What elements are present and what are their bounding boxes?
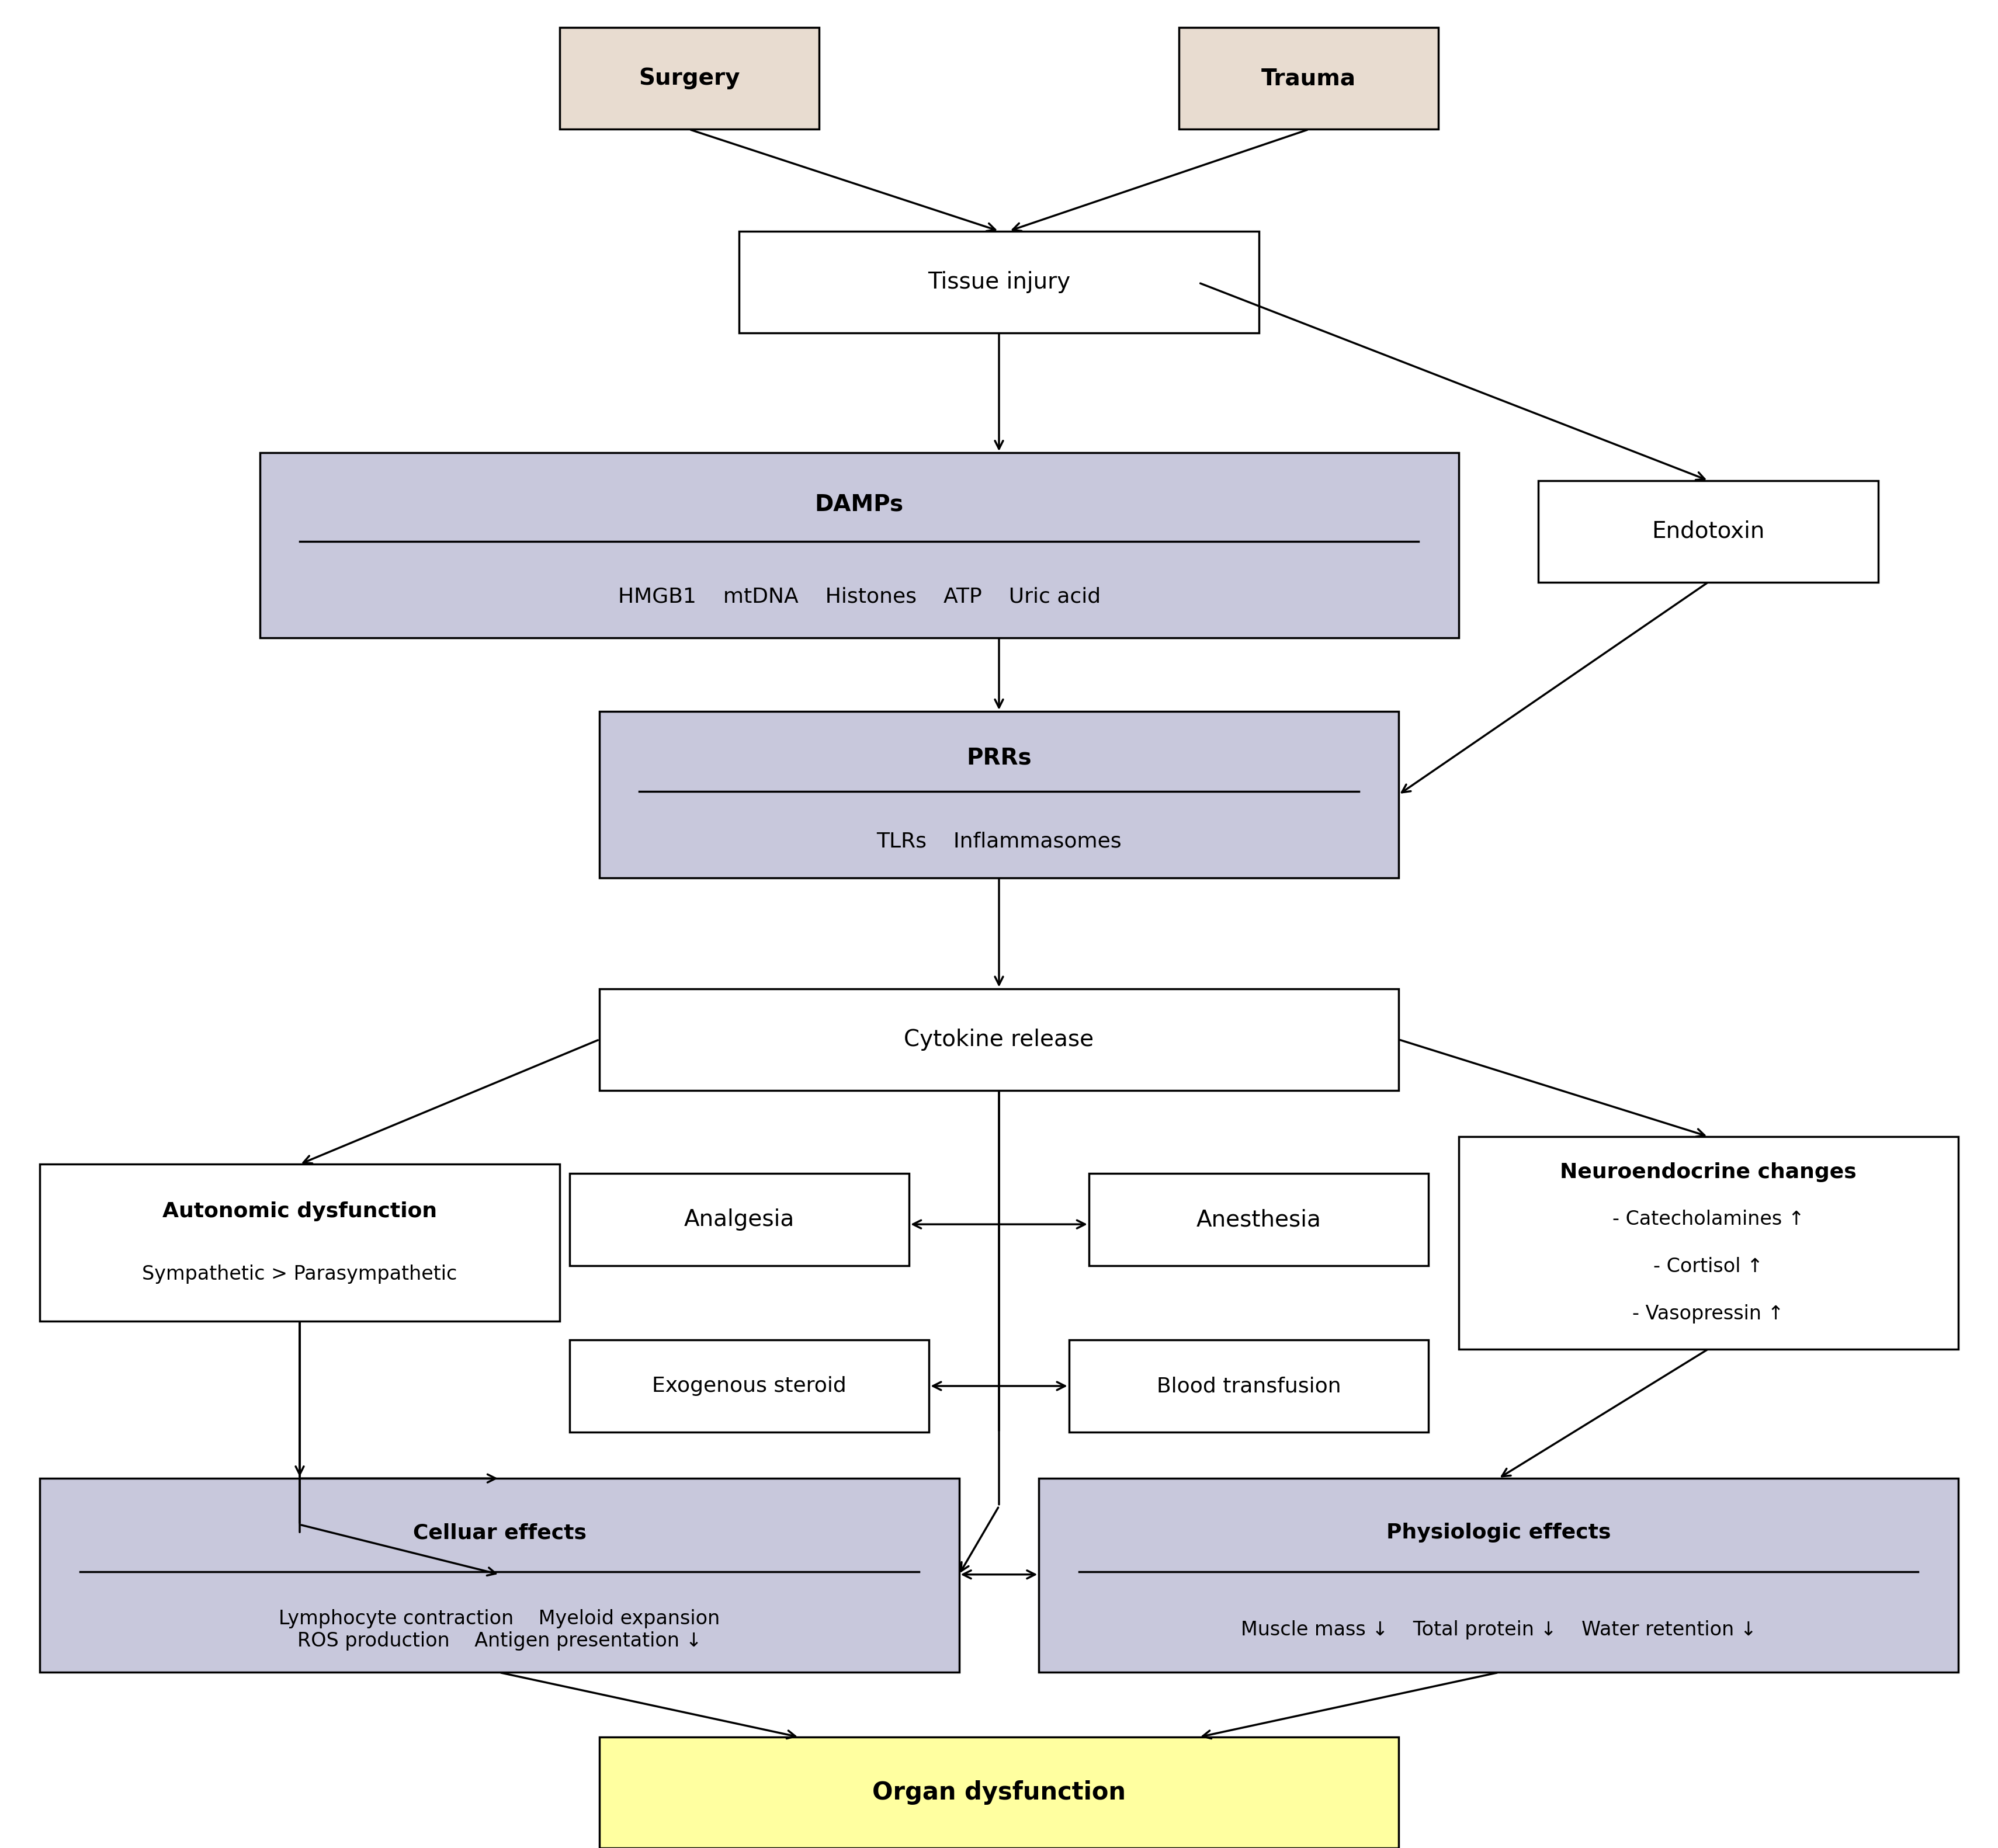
Text: Neuroendocrine changes: Neuroendocrine changes (1560, 1162, 1856, 1183)
FancyBboxPatch shape (599, 989, 1399, 1090)
FancyBboxPatch shape (569, 1340, 929, 1432)
FancyBboxPatch shape (40, 1164, 559, 1321)
FancyBboxPatch shape (569, 1173, 909, 1266)
Text: PRRs: PRRs (967, 747, 1031, 769)
FancyBboxPatch shape (599, 711, 1399, 878)
FancyBboxPatch shape (260, 453, 1459, 638)
Text: - Catecholamines ↑: - Catecholamines ↑ (1612, 1210, 1804, 1229)
Text: Trauma: Trauma (1261, 67, 1357, 91)
Text: DAMPs: DAMPs (815, 493, 903, 516)
Text: Tissue injury: Tissue injury (927, 270, 1071, 294)
FancyBboxPatch shape (40, 1478, 959, 1672)
FancyBboxPatch shape (599, 1737, 1399, 1848)
FancyBboxPatch shape (1179, 28, 1439, 129)
Text: Cytokine release: Cytokine release (903, 1027, 1095, 1052)
Text: Blood transfusion: Blood transfusion (1157, 1377, 1341, 1395)
Text: - Cortisol ↑: - Cortisol ↑ (1652, 1257, 1764, 1275)
FancyBboxPatch shape (1459, 1137, 1958, 1349)
Text: Exogenous steroid: Exogenous steroid (651, 1377, 847, 1395)
Text: Endotoxin: Endotoxin (1652, 519, 1764, 543)
Text: Surgery: Surgery (639, 67, 739, 91)
Text: Muscle mass ↓    Total protein ↓    Water retention ↓: Muscle mass ↓ Total protein ↓ Water rete… (1241, 1621, 1756, 1639)
Text: Organ dysfunction: Organ dysfunction (873, 1780, 1125, 1805)
Text: HMGB1    mtDNA    Histones    ATP    Uric acid: HMGB1 mtDNA Histones ATP Uric acid (617, 588, 1101, 606)
Text: Lymphocyte contraction    Myeloid expansion
ROS production    Antigen presentati: Lymphocyte contraction Myeloid expansion… (280, 1610, 719, 1650)
Text: Anesthesia: Anesthesia (1197, 1209, 1321, 1231)
FancyBboxPatch shape (1089, 1173, 1429, 1266)
Text: Physiologic effects: Physiologic effects (1387, 1523, 1610, 1543)
FancyBboxPatch shape (1069, 1340, 1429, 1432)
FancyBboxPatch shape (739, 231, 1259, 333)
Text: Sympathetic > Parasympathetic: Sympathetic > Parasympathetic (142, 1264, 458, 1284)
FancyBboxPatch shape (1039, 1478, 1958, 1672)
FancyBboxPatch shape (1538, 480, 1878, 582)
Text: TLRs    Inflammasomes: TLRs Inflammasomes (877, 832, 1121, 852)
Text: Analgesia: Analgesia (683, 1209, 795, 1231)
Text: - Vasopressin ↑: - Vasopressin ↑ (1632, 1305, 1784, 1323)
FancyBboxPatch shape (559, 28, 819, 129)
Text: Celluar effects: Celluar effects (414, 1523, 585, 1543)
Text: Autonomic dysfunction: Autonomic dysfunction (162, 1201, 438, 1222)
